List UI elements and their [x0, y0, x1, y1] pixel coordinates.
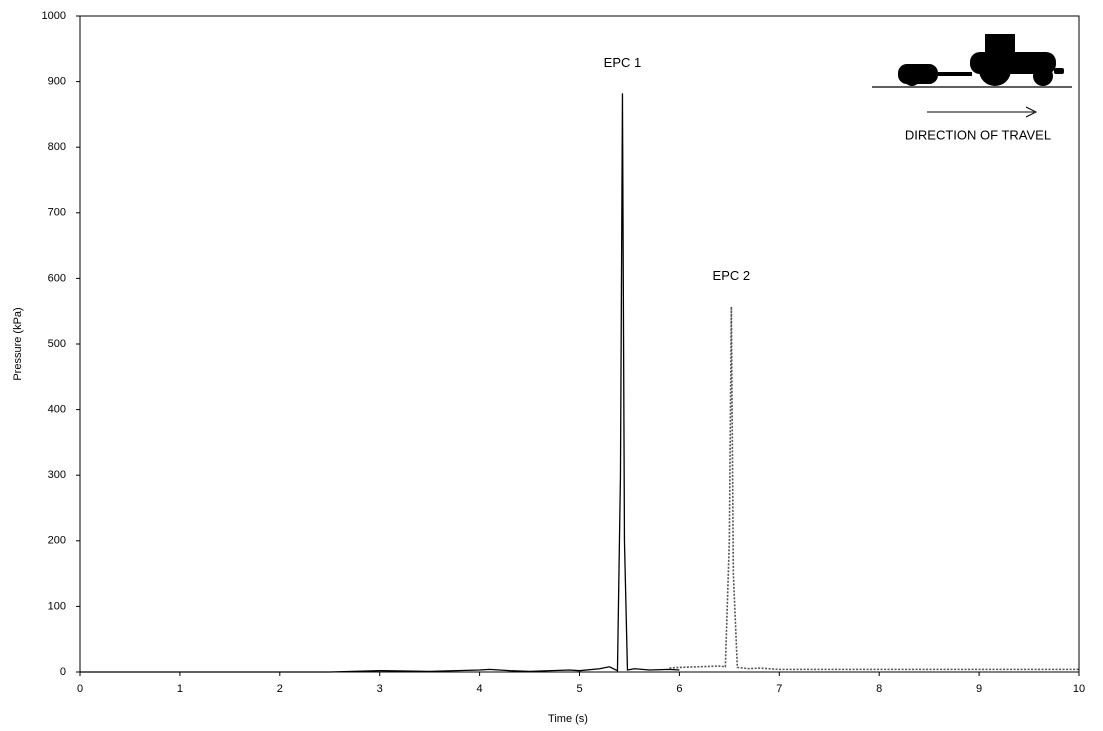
x-tick-label: 8: [876, 683, 882, 695]
y-axis-label: Pressure (kPa): [12, 307, 24, 380]
x-tick-label: 6: [676, 683, 682, 695]
x-tick-label: 9: [976, 683, 982, 695]
x-tick-label: 2: [277, 683, 283, 695]
y-tick-label: 800: [48, 141, 66, 153]
series-label: EPC 2: [713, 268, 751, 283]
y-tick-label: 400: [48, 404, 66, 416]
y-tick-label: 500: [48, 338, 66, 350]
x-tick-label: 5: [576, 683, 582, 695]
data-line: [669, 306, 1079, 671]
y-tick-label: 600: [48, 272, 66, 284]
data-line: [80, 93, 680, 673]
x-tick-label: 0: [77, 683, 83, 695]
x-tick-label: 7: [776, 683, 782, 695]
y-tick-label: 700: [48, 207, 66, 219]
x-axis-label: Time (s): [548, 713, 588, 725]
y-tick-label: 0: [60, 666, 66, 678]
x-tick-label: 3: [377, 683, 383, 695]
x-tick-label: 1: [177, 683, 183, 695]
y-tick-label: 300: [48, 469, 66, 481]
series-label: EPC 1: [604, 55, 642, 70]
y-tick-label: 100: [48, 600, 66, 612]
direction-arrow: [927, 106, 1038, 118]
y-tick-label: 900: [48, 76, 66, 88]
annotation: DIRECTION OF TRAVEL: [905, 127, 1051, 142]
x-tick-label: 4: [477, 683, 483, 695]
y-tick-label: 200: [48, 535, 66, 547]
x-tick-label: 10: [1073, 683, 1085, 695]
tractor-icon: [872, 34, 1072, 88]
y-tick-label: 1000: [42, 10, 66, 22]
plot-frame: [79, 15, 1080, 673]
